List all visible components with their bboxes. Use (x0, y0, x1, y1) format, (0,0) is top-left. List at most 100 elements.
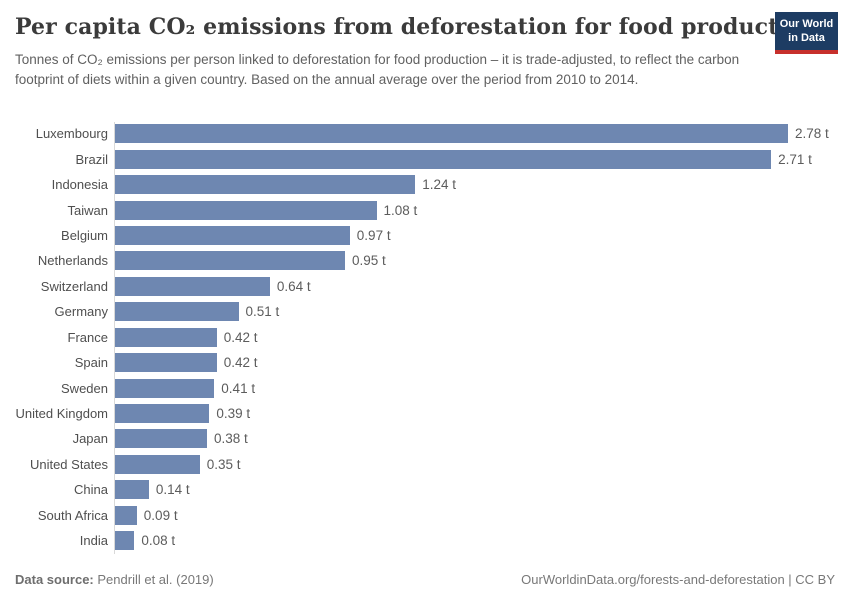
chart-row: Sweden 0.41 t (15, 375, 835, 400)
value-label: 2.78 t (795, 126, 829, 142)
chart-row: China 0.14 t (15, 477, 835, 502)
country-label: India (79, 533, 108, 549)
chart-row: Taiwan 1.08 t (15, 197, 835, 222)
value-label: 0.42 t (223, 355, 258, 371)
bar[interactable] (115, 378, 215, 398)
bar[interactable] (115, 480, 149, 500)
credit-link[interactable]: OurWorldinData.org/forests-and-deforesta… (521, 572, 835, 587)
country-label: Switzerland (40, 278, 108, 294)
value-label: 0.35 t (206, 456, 241, 472)
value-label: 0.38 t (214, 431, 248, 447)
bar-chart: Luxembourg 2.78 t Brazil 2.71 t Indonesia 1.2… (15, 121, 835, 555)
country-label: Netherlands (37, 253, 108, 269)
country-label: Brazil (75, 151, 108, 167)
owid-logo-line1: Our World (779, 18, 834, 30)
bar[interactable] (115, 276, 270, 296)
data-source-label: Data source: (15, 572, 94, 587)
country-label: Belgium (61, 227, 108, 243)
row-plot-area: 0.64 t (114, 274, 835, 299)
row-plot-area: 0.97 t (114, 223, 835, 248)
country-label: Japan (72, 431, 108, 447)
chart-row: India 0.08 t (15, 528, 835, 553)
chart-row: Belgium 0.97 t (15, 223, 835, 248)
chart-row: France 0.42 t (15, 325, 835, 350)
country-label: Indonesia (51, 177, 108, 193)
value-label: 0.14 t (155, 482, 190, 498)
bar[interactable] (115, 404, 210, 424)
bar-rows: Luxembourg 2.78 t Brazil 2.71 t Indonesia 1.2… (15, 121, 835, 553)
bar[interactable] (115, 200, 377, 220)
row-plot-area: 1.08 t (114, 197, 835, 222)
country-label: United Kingdom (15, 406, 109, 422)
row-plot-area: 0.95 t (114, 248, 835, 273)
row-plot-area: 0.09 t (114, 503, 835, 528)
y-axis-line (114, 122, 115, 554)
row-plot-area: 0.42 t (114, 325, 835, 350)
value-label: 0.64 t (276, 278, 311, 294)
value-label: 2.71 t (778, 151, 812, 167)
chart-row: Germany 0.51 t (15, 299, 835, 324)
chart-row: United Kingdom 0.39 t (15, 401, 835, 426)
bar[interactable] (115, 531, 135, 551)
row-plot-area: 0.35 t (114, 452, 835, 477)
country-label: South Africa (37, 507, 108, 523)
data-source: Data source: Pendrill et al. (2019) (15, 572, 214, 587)
bar[interactable] (115, 505, 137, 525)
bar[interactable] (115, 225, 350, 245)
bar[interactable] (115, 124, 788, 144)
chart-row: United States 0.35 t (15, 452, 835, 477)
value-label: 0.41 t (221, 380, 256, 396)
country-label: France (67, 329, 108, 345)
country-label: Luxembourg (35, 126, 108, 142)
chart-row: Switzerland 0.64 t (15, 274, 835, 299)
row-plot-area: 0.39 t (114, 401, 835, 426)
row-plot-area: 0.38 t (114, 426, 835, 451)
row-plot-area: 0.51 t (114, 299, 835, 324)
country-label: Sweden (61, 380, 108, 396)
chart-row: Japan 0.38 t (15, 426, 835, 451)
chart-row: Luxembourg 2.78 t (15, 121, 835, 146)
chart-footer: Data source: Pendrill et al. (2019) OurW… (15, 572, 835, 587)
owid-logo-line2: in Data (788, 31, 825, 44)
owid-logo[interactable]: Our World in Data (775, 12, 838, 54)
bar[interactable] (115, 149, 772, 169)
country-label: China (74, 482, 108, 498)
country-label: Germany (54, 304, 108, 320)
bar[interactable] (115, 302, 239, 322)
country-label: United States (29, 456, 108, 472)
bar[interactable] (115, 175, 416, 195)
data-source-value: Pendrill et al. (2019) (97, 572, 214, 587)
chart-row: Netherlands 0.95 t (15, 248, 835, 273)
chart-header: Per capita CO₂ emissions from deforestat… (15, 12, 838, 90)
row-plot-area: 0.14 t (114, 477, 835, 502)
chart-title: Per capita CO₂ emissions from deforestat… (15, 14, 818, 40)
value-label: 0.39 t (216, 406, 251, 422)
value-label: 0.51 t (245, 304, 280, 320)
value-label: 0.97 t (356, 227, 391, 243)
value-label: 0.42 t (223, 329, 258, 345)
row-plot-area: 0.42 t (114, 350, 835, 375)
chart-row: Spain 0.42 t (15, 350, 835, 375)
value-label: 1.08 t (383, 202, 418, 218)
value-label: 1.24 t (422, 177, 456, 193)
bar[interactable] (115, 251, 345, 271)
bar[interactable] (115, 454, 200, 474)
country-label: Spain (74, 355, 108, 371)
country-label: Taiwan (67, 202, 108, 218)
value-label: 0.09 t (143, 507, 178, 523)
bar[interactable] (115, 327, 217, 347)
row-plot-area: 2.71 t (114, 146, 835, 171)
value-label: 0.95 t (352, 253, 386, 269)
bar[interactable] (115, 429, 207, 449)
row-plot-area: 1.24 t (114, 172, 835, 197)
row-plot-area: 2.78 t (114, 121, 835, 146)
chart-row: Indonesia 1.24 t (15, 172, 835, 197)
chart-row: South Africa 0.09 t (15, 503, 835, 528)
chart-subtitle: Tonnes of CO₂ emissions per person linke… (15, 52, 740, 87)
row-plot-area: 0.08 t (114, 528, 835, 553)
bar[interactable] (115, 353, 217, 373)
chart-row: Brazil 2.71 t (15, 146, 835, 171)
row-plot-area: 0.41 t (114, 375, 835, 400)
value-label: 0.08 t (141, 533, 176, 549)
